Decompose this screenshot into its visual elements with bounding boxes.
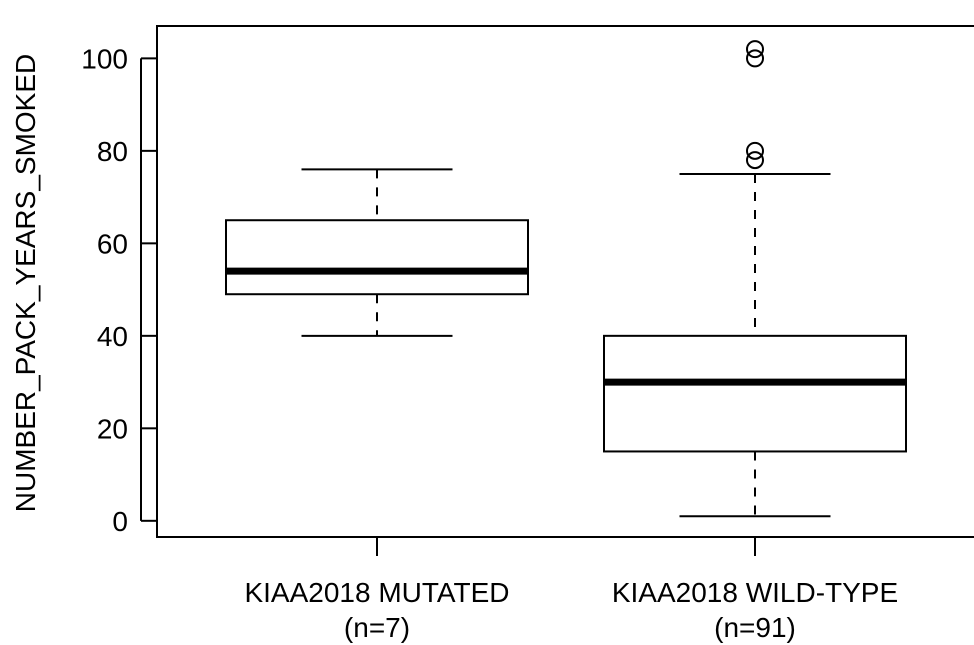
y-tick-label: 100 [81, 43, 128, 74]
x-tick-count-label: (n=7) [344, 612, 410, 643]
x-axis: KIAA2018 MUTATED (n=7) KIAA2018 WILD-TYPE (… [244, 537, 898, 643]
outlier-point [746, 151, 764, 170]
x-tick-label: KIAA2018 MUTATED [244, 577, 509, 608]
y-axis-label: NUMBER_PACK_YEARS_SMOKED [10, 54, 41, 513]
box-group [225, 168, 529, 337]
y-tick-label: 40 [97, 321, 128, 352]
y-axis: 0 20 40 60 80 100 [81, 43, 157, 537]
iqr-box [603, 334, 907, 453]
x-tick-count-label: (n=91) [714, 612, 796, 643]
outlier-point [746, 49, 764, 68]
boxes [225, 40, 907, 518]
y-tick-label: 0 [112, 506, 128, 537]
y-tick-label: 20 [97, 413, 128, 444]
box-group [603, 40, 907, 518]
outlier-point [746, 141, 764, 160]
y-tick-label: 80 [97, 136, 128, 167]
outlier-point [746, 40, 764, 59]
x-tick-label: KIAA2018 WILD-TYPE [612, 577, 898, 608]
plot-frame [156, 25, 974, 538]
iqr-box [225, 219, 529, 296]
y-tick-label: 60 [97, 228, 128, 259]
